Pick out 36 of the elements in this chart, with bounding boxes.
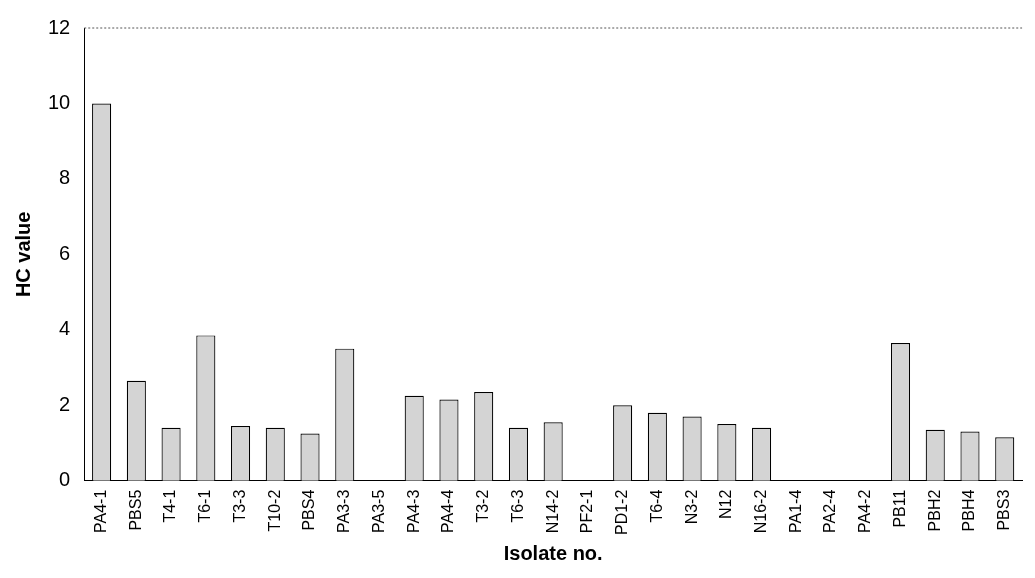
x-tick-label: PA3-5 xyxy=(369,489,387,533)
x-tick-label: T3-2 xyxy=(474,489,492,523)
x-tick-label: N14-2 xyxy=(543,489,561,534)
y-axis-title: HC value xyxy=(11,211,34,298)
y-tick-label: 2 xyxy=(59,392,71,415)
x-tick-label: PA4-1 xyxy=(92,489,110,533)
y-tick-label: 6 xyxy=(59,241,71,264)
x-axis-title: Isolate no. xyxy=(503,541,603,564)
x-tick-label: PA2-4 xyxy=(821,489,839,533)
y-tick-label: 0 xyxy=(59,468,71,491)
x-tick-label: N3-2 xyxy=(682,489,700,525)
x-tick-label: T3-3 xyxy=(230,489,248,523)
x-tick-label: PA1-4 xyxy=(786,489,804,533)
x-tick-label: PA4-3 xyxy=(404,489,422,533)
x-tick-label: PA4-4 xyxy=(439,489,457,533)
x-tick-label: PBS4 xyxy=(300,489,318,531)
x-tick-label: PBS5 xyxy=(126,489,144,531)
x-tick-label: T6-4 xyxy=(647,489,665,523)
x-tick-label: T4-1 xyxy=(161,489,179,523)
x-tick-label: PB11 xyxy=(890,489,908,528)
x-tick-label: PA4-2 xyxy=(856,489,874,533)
x-tick-label: N16-2 xyxy=(751,489,769,534)
x-tick-label: T10-2 xyxy=(265,489,283,532)
x-tick-label: PA3-3 xyxy=(335,489,353,533)
x-tick-label: PBH2 xyxy=(925,489,943,532)
y-tick-label: 8 xyxy=(59,166,71,189)
x-tick-label: PBH4 xyxy=(960,489,978,532)
x-tick-label: T6-1 xyxy=(196,489,214,523)
x-tick-label: PF2-1 xyxy=(578,489,596,534)
x-tick-label: PBS3 xyxy=(995,489,1013,531)
y-tick-label: 10 xyxy=(48,90,71,113)
x-tick-label: N12 xyxy=(717,489,735,520)
x-tick-label: PD1-2 xyxy=(613,489,631,536)
y-tick-label: 12 xyxy=(48,15,71,38)
y-tick-label: 4 xyxy=(59,317,71,340)
x-tick-label: T6-3 xyxy=(508,489,526,523)
